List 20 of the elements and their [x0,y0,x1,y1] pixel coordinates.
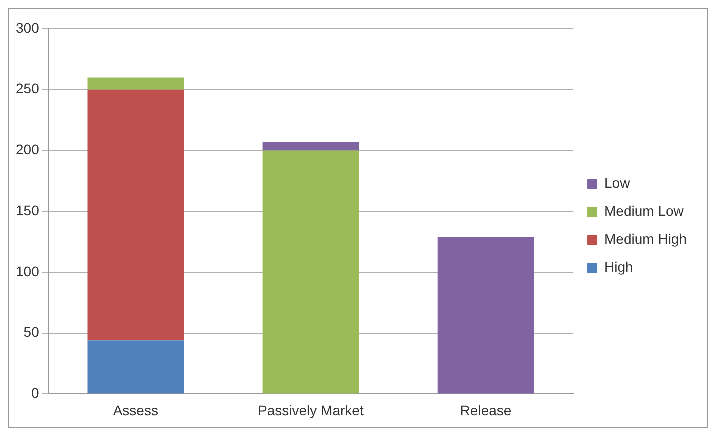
legend-label: Low [604,174,632,191]
y-tick-label: 50 [24,324,40,340]
y-tick-label: 0 [32,385,40,402]
bar [438,237,534,394]
legend-label: Medium High [604,230,688,247]
bar [88,340,184,394]
x-tick-label: Assess [113,402,158,418]
y-tick-label: 300 [16,20,40,36]
legend-label: Medium Low [604,202,685,219]
y-tick-label: 200 [16,142,40,158]
y-tick-label: 100 [16,263,40,280]
y-tick-label: 150 [16,202,40,218]
bar [262,142,360,151]
bar [88,90,184,341]
x-tick-label: Release [460,402,512,418]
legend-label: High [604,258,634,275]
x-tick-label: Passively Market [258,402,364,418]
bar [88,78,184,90]
bar [262,150,360,394]
y-tick-label: 250 [16,80,40,97]
